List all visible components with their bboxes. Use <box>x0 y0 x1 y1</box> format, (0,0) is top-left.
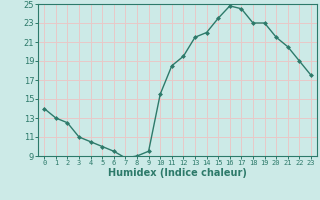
X-axis label: Humidex (Indice chaleur): Humidex (Indice chaleur) <box>108 168 247 178</box>
